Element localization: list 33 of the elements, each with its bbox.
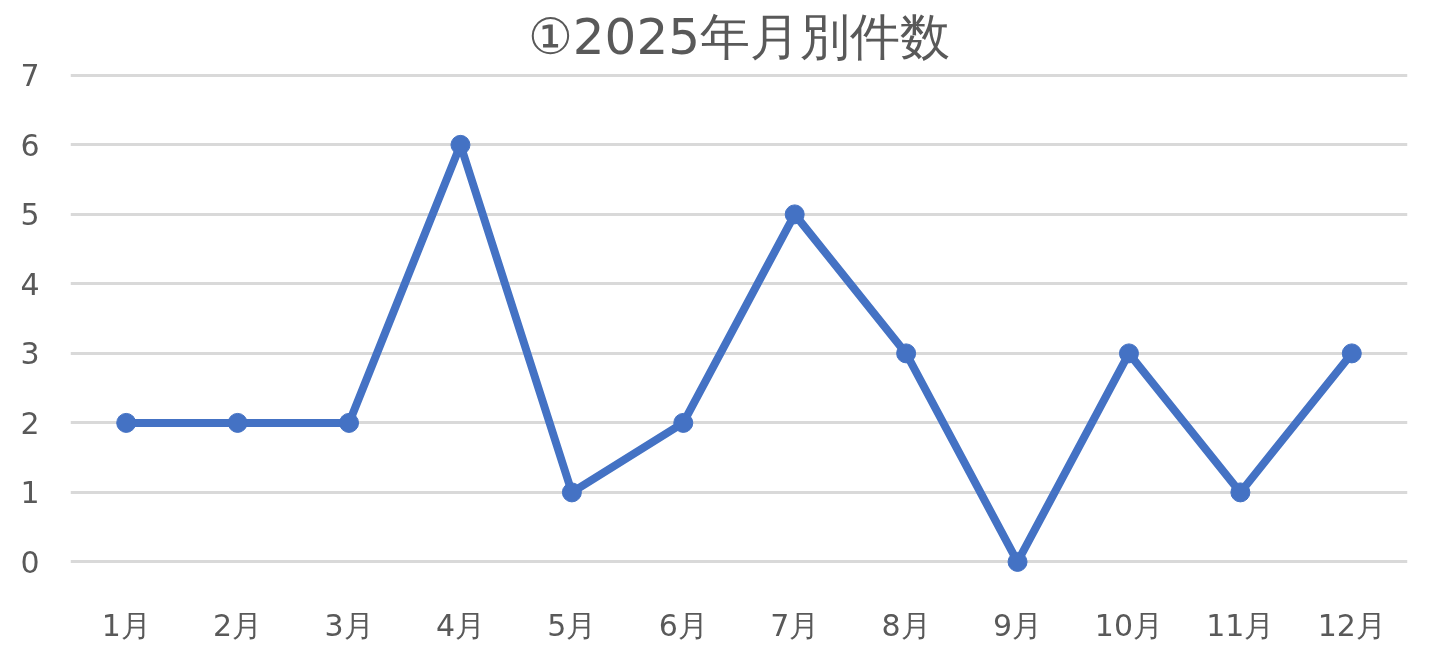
point <box>227 412 248 433</box>
x-tick-label: 1月 <box>101 607 151 643</box>
y-tick-label: 4 <box>20 266 40 302</box>
x-tick-label: 4月 <box>435 607 486 643</box>
y-tick-label: 7 <box>20 58 40 94</box>
point <box>784 204 805 225</box>
point <box>1118 343 1139 364</box>
y-tick-label: 1 <box>20 475 40 511</box>
x-tick-label: 3月 <box>324 607 374 643</box>
x-tick-label: 11月 <box>1206 607 1275 643</box>
point <box>339 412 360 433</box>
point <box>1230 482 1251 503</box>
y-tick-label: 3 <box>20 336 40 372</box>
point <box>673 412 694 433</box>
y-tick-label: 6 <box>20 127 40 163</box>
x-tick-label: 5月 <box>547 607 597 643</box>
point <box>561 482 582 503</box>
point <box>896 343 917 364</box>
chart-title: ①2025年月別件数 <box>527 7 951 66</box>
point <box>1341 343 1362 364</box>
x-tick-label: 8月 <box>881 607 931 643</box>
point <box>450 134 471 155</box>
x-tick-label: 6月 <box>658 607 708 643</box>
x-tick-label: 12月 <box>1317 607 1386 643</box>
y-tick-label: 2 <box>20 405 40 441</box>
x-tick-label: 10月 <box>1094 607 1164 643</box>
x-tick-label: 9月 <box>993 607 1043 643</box>
x-tick-label: 2月 <box>213 607 263 643</box>
point <box>116 412 137 433</box>
point <box>1007 551 1028 572</box>
y-tick-label: 5 <box>20 197 40 233</box>
x-tick-label: 7月 <box>770 607 820 643</box>
y-tick-label: 0 <box>20 544 40 580</box>
